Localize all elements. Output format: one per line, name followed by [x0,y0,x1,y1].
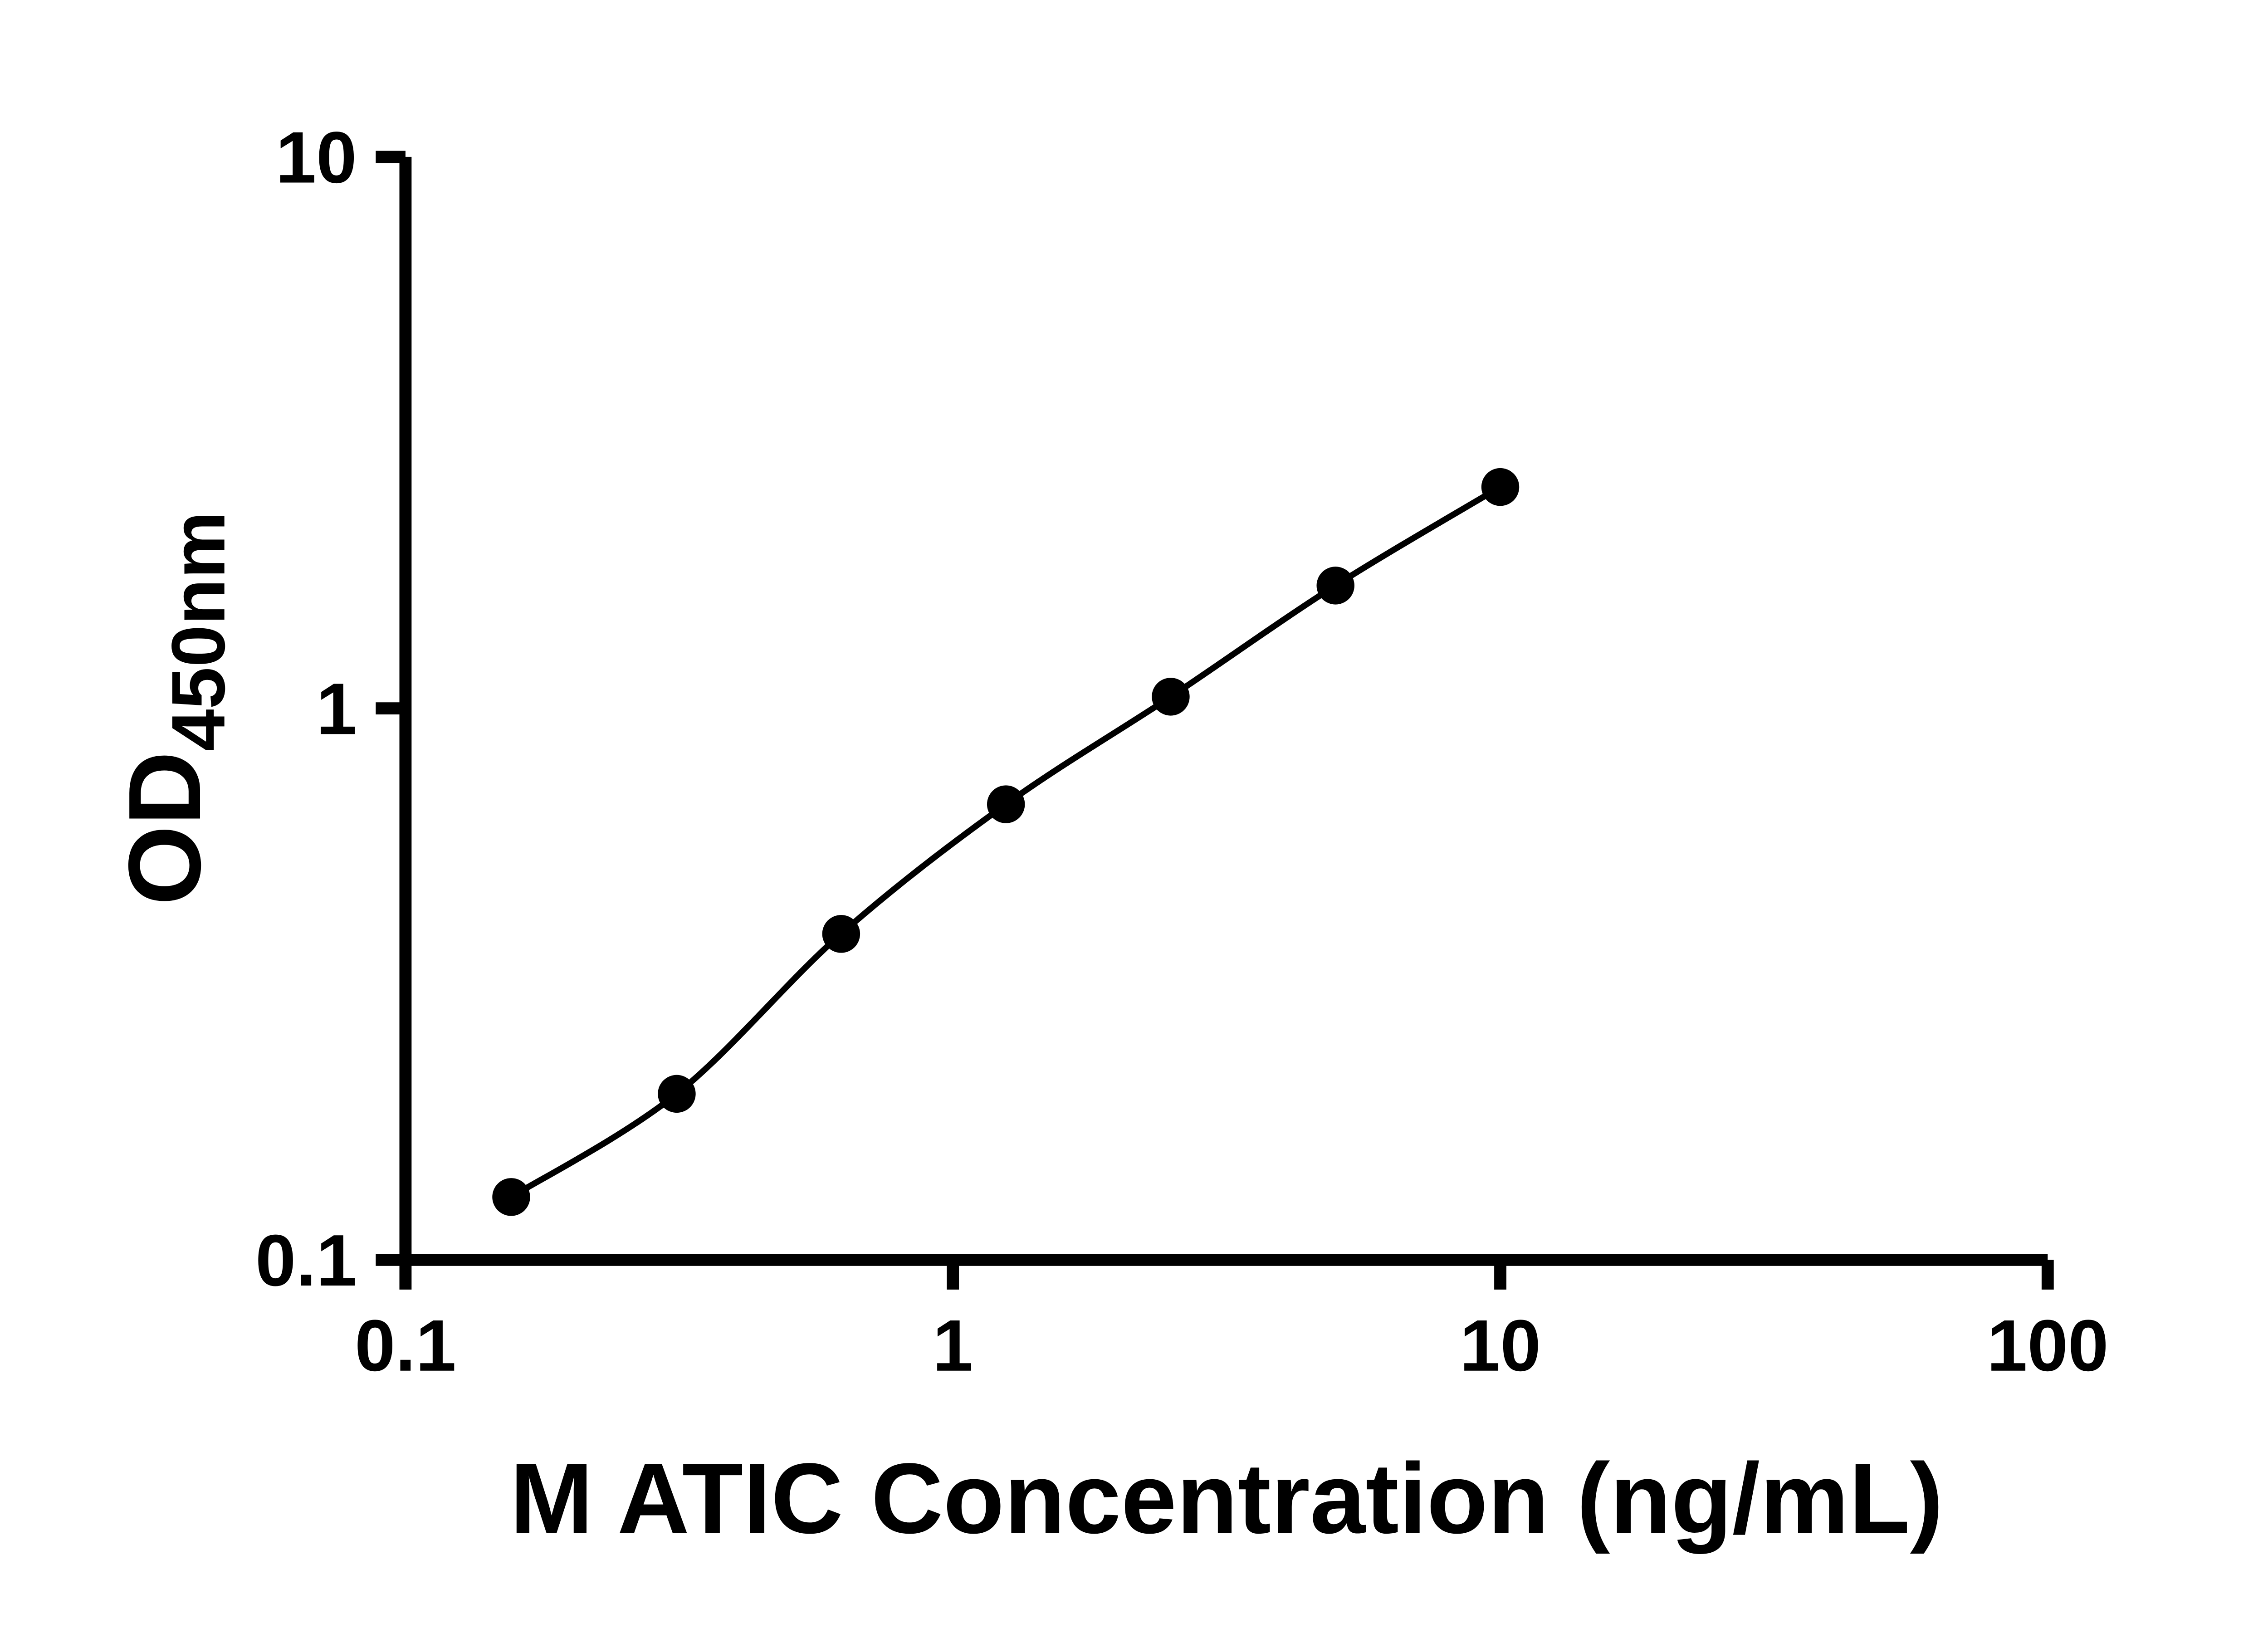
y-axis-title-main: OD [107,751,222,905]
data-point [987,785,1025,823]
data-point [1152,678,1190,716]
y-axis-title-subscript: 450nm [156,511,241,751]
tick-labels: 0.1 1 10 100 0.1 1 10 [255,117,2109,1387]
axis-ticks [376,151,2054,1290]
data-series [492,468,1520,1216]
y-axis-title: OD450nm [107,511,241,905]
y-tick-label: 10 [276,117,357,199]
data-point [1481,468,1520,506]
y-tick-label: 1 [316,668,357,750]
x-tick-label: 1 [933,1305,973,1387]
x-axis-title: M ATIC Concentration (ng/mL) [510,1442,1943,1554]
y-tick-label: 0.1 [255,1220,357,1301]
x-tick-label: 0.1 [355,1305,456,1387]
axis-spine [399,156,2048,1266]
x-tick-label: 100 [1987,1305,2108,1387]
data-point [1316,567,1354,605]
x-tick-label: 10 [1460,1305,1541,1387]
data-point [492,1178,530,1216]
data-point [658,1075,696,1113]
axes [399,156,2048,1266]
data-point [822,915,860,953]
